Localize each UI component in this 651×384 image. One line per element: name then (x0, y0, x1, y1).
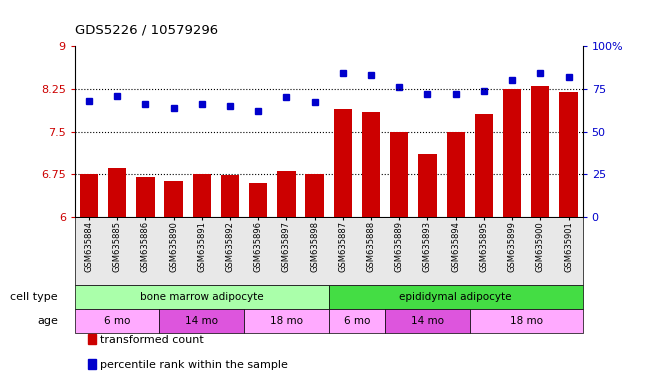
Bar (475, 114, 493, 217)
Bar (136, 177, 154, 217)
Bar (75, 309, 159, 333)
Text: bone marrow adipocyte: bone marrow adipocyte (140, 292, 264, 302)
Bar (334, 109, 352, 217)
Bar (531, 86, 549, 217)
Bar (305, 174, 324, 217)
Text: 18 mo: 18 mo (270, 316, 303, 326)
Text: 6 mo: 6 mo (104, 316, 130, 326)
Text: GDS5226 / 10579296: GDS5226 / 10579296 (75, 23, 218, 36)
Bar (470, 309, 583, 333)
Bar (419, 154, 437, 217)
Bar (329, 285, 583, 309)
Bar (503, 89, 521, 217)
Text: age: age (37, 316, 58, 326)
Text: 14 mo: 14 mo (411, 316, 444, 326)
Bar (108, 168, 126, 217)
Bar (385, 309, 470, 333)
Text: transformed count: transformed count (100, 335, 203, 345)
Bar (159, 309, 244, 333)
Bar (559, 92, 577, 217)
Bar (362, 112, 380, 217)
Text: percentile rank within the sample: percentile rank within the sample (100, 360, 288, 370)
Bar (249, 183, 268, 217)
Text: 14 mo: 14 mo (186, 316, 218, 326)
Text: 18 mo: 18 mo (510, 316, 543, 326)
Bar (277, 171, 296, 217)
Bar (75, 285, 329, 309)
Bar (80, 174, 98, 217)
Bar (221, 175, 239, 217)
Bar (193, 174, 211, 217)
Bar (329, 309, 385, 333)
Bar (390, 131, 408, 217)
Text: cell type: cell type (10, 292, 58, 302)
Bar (165, 181, 183, 217)
Text: epididymal adipocyte: epididymal adipocyte (400, 292, 512, 302)
Text: 6 mo: 6 mo (344, 316, 370, 326)
Bar (447, 131, 465, 217)
Bar (244, 309, 329, 333)
